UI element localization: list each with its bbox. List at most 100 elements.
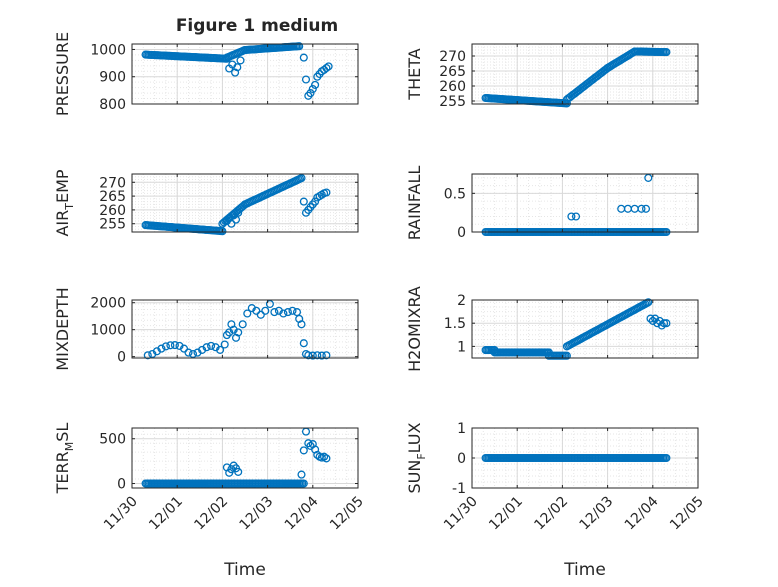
x-tick-label: 11/30 [441, 494, 481, 534]
x-tick-label: 12/04 [282, 493, 322, 533]
y-tick-label: 270 [439, 49, 466, 65]
data-point [311, 80, 320, 89]
subplot-7: 0 500 TERRMSL 11/30 12/01 12/02 12/03 12/04 12/0… [53, 423, 367, 580]
y-tick-label: 500 [99, 432, 126, 448]
data-point [184, 348, 193, 357]
y-tick-label: 255 [99, 217, 126, 233]
y-tick-label: 0 [457, 225, 466, 241]
data-point [637, 204, 646, 213]
x-axis-label: Time [223, 560, 266, 580]
y-tick-label: 1.5 [444, 316, 466, 332]
data-point [311, 197, 320, 206]
data-point [207, 341, 216, 350]
y-tick-label: 1000 [90, 42, 126, 58]
y-tick-label: 2 [457, 293, 466, 309]
data-point [660, 319, 669, 328]
data-point [301, 75, 311, 84]
data-point [655, 316, 664, 325]
y-axis-label: AIRTEMP [53, 169, 76, 236]
data-point [234, 467, 243, 476]
data-point [324, 62, 333, 71]
axes-box [471, 173, 699, 233]
data-point [157, 344, 166, 353]
x-axis-label: Time [563, 560, 606, 580]
axes-box [131, 43, 359, 105]
y-tick-label: 260 [99, 203, 126, 219]
data-point [227, 219, 236, 228]
data-point [236, 56, 245, 65]
data-point [299, 339, 308, 348]
data-point [306, 89, 315, 98]
y-tick-label: 900 [99, 70, 126, 86]
data-point [317, 351, 326, 360]
data-point [562, 351, 571, 360]
data-point [202, 343, 211, 352]
x-tick-label: 11/30 [101, 494, 141, 534]
subplot-4: 0 0.5 RAINFALL [405, 166, 699, 241]
data-point [644, 173, 653, 182]
x-tick-label: 12/02 [531, 494, 571, 534]
data-point [644, 298, 653, 307]
data-point [297, 470, 306, 479]
axes-box [131, 299, 359, 359]
y-tick-label: 1 [457, 421, 466, 437]
y-tick-label: 0 [117, 477, 126, 493]
data-point [322, 188, 331, 197]
y-tick-label: 0.5 [444, 186, 466, 202]
y-axis-label: RAINFALL [405, 166, 424, 241]
data-point [322, 63, 331, 73]
data-point [170, 341, 179, 350]
x-tick-label: 12/04 [622, 493, 662, 533]
data-point [143, 351, 152, 360]
data-point [662, 453, 671, 463]
y-tick-label: 270 [99, 175, 126, 191]
x-tick-label: 12/01 [146, 494, 186, 534]
axes-box [471, 43, 699, 105]
data-point [299, 197, 308, 206]
subplot-1: 800 900 1000 PRESSURE Figure 1 medium [53, 16, 359, 116]
data-point [297, 174, 306, 183]
y-tick-label: 255 [439, 94, 466, 110]
x-tick-label: 12/05 [667, 494, 707, 534]
y-axis-label: TERRMSL [53, 423, 76, 495]
data-point [662, 48, 671, 57]
y-tick-label: 265 [439, 64, 466, 80]
y-tick-label: 1000 [90, 323, 126, 339]
y-axis-label: H2OMIXRA [405, 286, 424, 372]
y-tick-label: 0 [117, 350, 126, 366]
y-tick-label: 800 [99, 97, 126, 113]
y-tick-label: -1 [452, 481, 466, 497]
y-tick-label: 1 [457, 339, 466, 355]
axes-box [131, 173, 359, 233]
data-point [299, 53, 308, 62]
data-point [179, 344, 189, 353]
y-axis-label: MIXDEPTH [53, 287, 72, 370]
data-point [261, 306, 270, 315]
x-tick-label: 12/03 [237, 494, 277, 534]
data-point [641, 204, 651, 213]
data-point [243, 309, 252, 318]
data-point [308, 351, 317, 360]
y-tick-label: 0 [457, 451, 466, 467]
data-point [322, 351, 331, 360]
data-point [265, 299, 274, 309]
data-point [304, 351, 313, 360]
data-point [562, 99, 571, 108]
data-point [295, 42, 304, 51]
data-point [657, 321, 666, 330]
data-point [166, 341, 175, 350]
x-tick-label: 12/01 [486, 494, 526, 534]
subplot-8: -1 0 1 SUNFLUX 11/30 12/01 12/02 12/03 12/04 12/0… [405, 421, 707, 580]
data-point [233, 63, 242, 72]
data-point [297, 320, 306, 329]
data-point [299, 446, 308, 455]
data-point [283, 308, 292, 317]
x-tick-label: 12/02 [191, 494, 231, 534]
y-axis-label: THETA [405, 48, 424, 100]
axes-box [131, 427, 359, 489]
x-tick-label: 12/05 [327, 494, 367, 534]
